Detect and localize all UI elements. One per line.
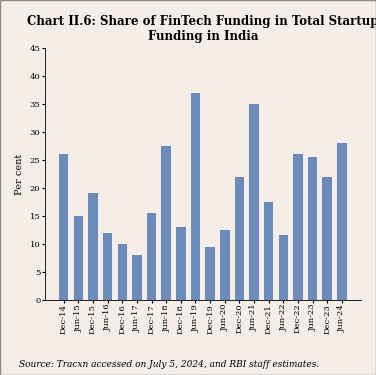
- Bar: [59, 154, 68, 300]
- Bar: [161, 146, 171, 300]
- Bar: [118, 244, 127, 300]
- Bar: [308, 157, 317, 300]
- Bar: [249, 104, 259, 300]
- Bar: [337, 143, 347, 300]
- Bar: [88, 194, 98, 300]
- Bar: [103, 232, 112, 300]
- Bar: [176, 227, 186, 300]
- Text: Source: Tracxn accessed on July 5, 2024, and RBI staff estimates.: Source: Tracxn accessed on July 5, 2024,…: [19, 360, 319, 369]
- Bar: [264, 202, 273, 300]
- Bar: [132, 255, 142, 300]
- Bar: [220, 230, 229, 300]
- Bar: [293, 154, 303, 300]
- Y-axis label: Per cent: Per cent: [15, 153, 24, 195]
- Bar: [279, 236, 288, 300]
- Bar: [147, 213, 156, 300]
- Bar: [191, 93, 200, 300]
- Bar: [74, 216, 83, 300]
- Title: Chart II.6: Share of FinTech Funding in Total Startup
Funding in India: Chart II.6: Share of FinTech Funding in …: [27, 15, 376, 43]
- Bar: [235, 177, 244, 300]
- Bar: [205, 246, 215, 300]
- Bar: [323, 177, 332, 300]
